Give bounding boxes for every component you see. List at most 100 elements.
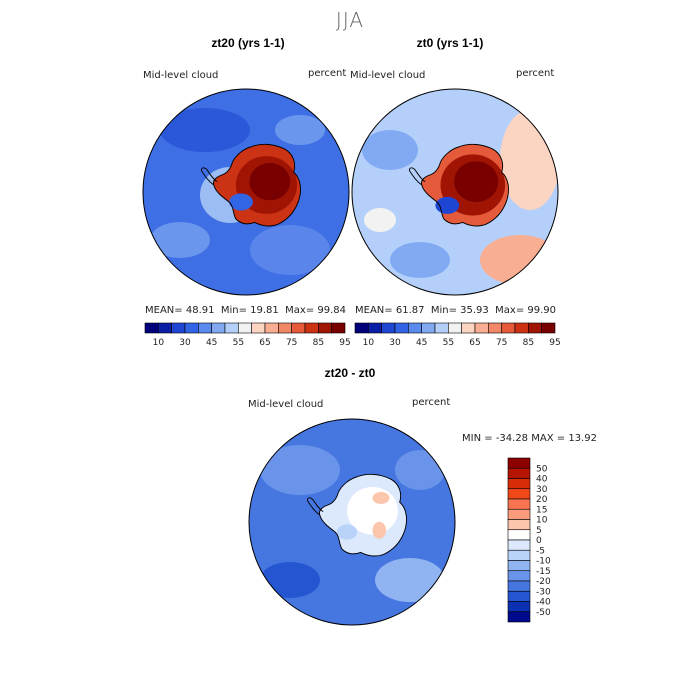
diff-colorbar-swatch — [507, 549, 531, 561]
colorbar-swatch — [171, 322, 186, 334]
panel-1-units: percent — [308, 68, 347, 79]
colorbar-swatch — [251, 322, 266, 334]
colorbar-swatch — [514, 322, 529, 334]
diff-colorbar-swatch — [507, 498, 531, 510]
diff-colorbar-label: -10 — [536, 557, 551, 567]
colorbar-swatch — [488, 322, 502, 334]
diff-colorbar-label: 30 — [536, 485, 548, 495]
colorbar-swatch — [394, 322, 409, 334]
panel-1-stats: MEAN= 48.91 Min= 19.81 Max= 99.84 — [145, 305, 346, 316]
colorbar-swatch — [474, 322, 489, 334]
colorbar-swatch — [184, 322, 199, 334]
diff-colorbar-label: -15 — [536, 567, 551, 577]
colorbar-label: 55 — [233, 338, 244, 348]
panel-1-title: zt20 (yrs 1-1) — [211, 36, 285, 50]
colorbar-label: 45 — [416, 338, 427, 348]
colorbar-swatch — [291, 322, 306, 334]
colorbar-swatch — [318, 322, 332, 334]
mean-label: MEAN= — [145, 305, 183, 316]
max-value: 99.84 — [317, 305, 347, 316]
min-label: Min= — [220, 305, 247, 316]
diff-max-value: 13.92 — [568, 433, 597, 444]
diff-min-value: -34.28 — [495, 433, 529, 444]
colorbar-panel-1: 10 30 45 55 65 75 85 95 — [144, 322, 351, 348]
mean-label: MEAN= — [355, 305, 393, 316]
colorbar-swatch — [198, 322, 212, 334]
diff-colorbar-label: -30 — [536, 587, 551, 597]
diff-colorbar-swatch — [507, 539, 531, 551]
diff-panel-units: percent — [412, 397, 451, 408]
min-label: Min= — [430, 305, 457, 316]
colorbar-label: 45 — [206, 338, 217, 348]
colorbar-label: 95 — [549, 338, 560, 348]
colorbar-swatch — [211, 322, 226, 334]
colorbar-swatch — [354, 322, 369, 334]
colorbar-swatch — [501, 322, 516, 334]
colorbar-swatch — [331, 322, 346, 334]
colorbar-label: 85 — [313, 338, 324, 348]
mean-value: 61.87 — [395, 305, 425, 316]
diff-colorbar-swatch — [507, 560, 531, 572]
map-panel-diff — [248, 418, 456, 626]
colorbar-swatch — [238, 322, 252, 334]
colorbar-label: 75 — [286, 338, 297, 348]
colorbar-swatch — [408, 322, 422, 334]
diff-colorbar-swatch — [507, 590, 531, 602]
diff-colorbar-label: 5 — [536, 526, 542, 536]
diff-colorbar-swatch — [507, 601, 531, 613]
panel-2-units: percent — [516, 68, 555, 79]
colorbar-swatch — [381, 322, 396, 334]
diff-colorbar-label: -5 — [536, 546, 545, 556]
mean-value: 48.91 — [185, 305, 215, 316]
colorbar-swatch — [434, 322, 449, 334]
colorbar-swatch — [421, 322, 436, 334]
diff-colorbar-label: 10 — [536, 516, 548, 526]
colorbar-swatch — [461, 322, 476, 334]
panel-2-variable: Mid-level cloud — [350, 70, 426, 81]
colorbar-swatch — [224, 322, 239, 334]
colorbar-label: 30 — [389, 338, 401, 348]
diff-colorbar-label: 50 — [536, 464, 548, 474]
colorbar-label: 10 — [153, 338, 165, 348]
diff-colorbar-label: 0 — [536, 536, 542, 546]
colorbar-swatch — [448, 322, 462, 334]
min-value: 35.93 — [460, 305, 489, 316]
diff-max-label: MAX = — [531, 433, 566, 444]
min-value: 19.81 — [250, 305, 279, 316]
colorbar-label: 95 — [339, 338, 350, 348]
diff-colorbar-label: 15 — [536, 505, 547, 515]
diff-colorbar-swatch — [507, 570, 531, 582]
colorbar-swatch — [304, 322, 319, 334]
diff-colorbar-swatch — [507, 457, 531, 469]
diff-colorbar-swatch — [507, 529, 531, 541]
diff-colorbar-swatch — [507, 519, 531, 531]
max-label: Max= — [285, 305, 315, 316]
diff-colorbar-swatch — [507, 580, 531, 592]
diff-colorbar-label: 40 — [536, 475, 548, 485]
colorbar-label: 75 — [496, 338, 507, 348]
colorbar-label: 85 — [523, 338, 534, 348]
colorbar-swatch — [541, 322, 556, 334]
colorbar-label: 65 — [469, 338, 480, 348]
diff-colorbar-swatch — [507, 508, 531, 520]
diff-colorbar-label: -20 — [536, 577, 551, 587]
diff-panel-variable: Mid-level cloud — [248, 399, 324, 410]
diff-colorbar-label: -40 — [536, 598, 551, 608]
diff-min-max: MIN = -34.28 MAX = 13.92 — [462, 433, 597, 444]
colorbar-swatch — [528, 322, 542, 334]
colorbar-swatch — [264, 322, 279, 334]
map-panel-2 — [351, 88, 559, 296]
panel-1-variable: Mid-level cloud — [143, 70, 219, 81]
map-panel-1 — [142, 88, 350, 296]
colorbar-swatch — [158, 322, 172, 334]
season-title: JJA — [335, 8, 365, 32]
panel-2-stats: MEAN= 61.87 Min= 35.93 Max= 99.90 — [355, 305, 556, 316]
colorbar-swatch — [278, 322, 292, 334]
colorbar-label: 30 — [179, 338, 191, 348]
diff-colorbar-swatch — [507, 488, 531, 500]
diff-colorbar-swatch — [507, 467, 531, 479]
diff-colorbar-label: 20 — [536, 495, 548, 505]
colorbar-label: 10 — [363, 338, 375, 348]
